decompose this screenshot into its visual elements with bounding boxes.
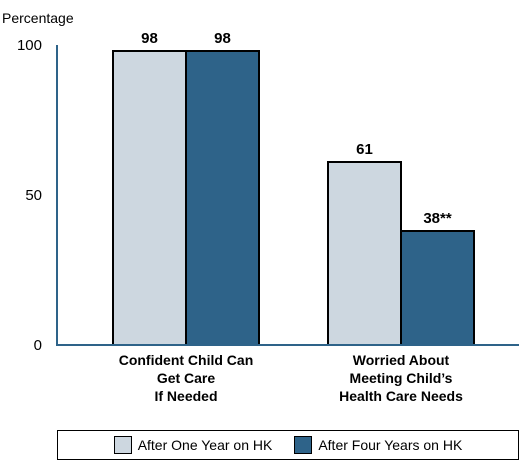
category-label-2-line-3: Health Care Needs	[339, 388, 463, 404]
y-tick-label-2: 100	[17, 37, 42, 54]
bar-1-series-1	[112, 50, 187, 346]
legend: After One Year on HK After Four Years on…	[57, 430, 519, 460]
bars: 98 61 98 38**	[112, 30, 475, 346]
category-labels: Confident Child Can Get Care If Needed Worr…	[119, 352, 463, 404]
legend-item-series-1: After One Year on HK	[113, 436, 273, 454]
legend-label-series-2: After Four Years on HK	[318, 437, 463, 453]
category-label-1-line-3: If Needed	[154, 388, 217, 404]
y-tick-label-0: 0	[34, 337, 42, 354]
y-axis-ticks: 0 50 100	[17, 37, 42, 354]
legend-swatch-series-1	[113, 436, 132, 454]
category-label-1-line-1: Confident Child Can	[119, 352, 254, 368]
category-label-2-line-1: Worried About	[353, 352, 450, 368]
axes	[56, 45, 519, 346]
y-axis-label: Percentage	[2, 10, 74, 26]
bar-chart: Percentage 0 50 100 98 61 98 38** Confident C…	[2, 10, 519, 404]
bar-value-label-1-series-1: 98	[141, 30, 158, 47]
legend-item-series-2: After Four Years on HK	[294, 436, 462, 454]
bar-2-series-2	[400, 230, 475, 346]
bar-1-series-2	[185, 50, 260, 346]
legend-label-series-1: After One Year on HK	[137, 437, 273, 453]
bar-value-label-2-series-2: 38**	[423, 210, 452, 227]
bar-2-series-1	[327, 161, 402, 346]
y-tick-label-1: 50	[25, 187, 42, 204]
legend-swatch-series-2	[294, 436, 313, 454]
category-label-1-line-2: Get Care	[157, 370, 216, 386]
category-label-2-line-2: Meeting Child’s	[350, 370, 453, 386]
bar-value-label-2-series-1: 61	[356, 141, 373, 158]
bar-value-label-1-series-2: 98	[214, 30, 231, 47]
